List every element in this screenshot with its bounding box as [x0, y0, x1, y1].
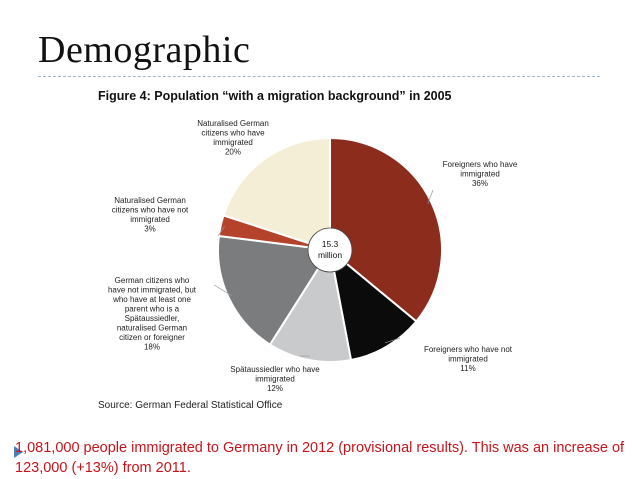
- center-total-value: 15.3: [322, 239, 339, 249]
- bullet-arrow-icon: [14, 446, 23, 458]
- slide-title: Demographic: [38, 29, 251, 71]
- pie-label-naturalised-immigrated: Naturalised German citizens who have immig…: [197, 119, 269, 157]
- leader-line-german-parent-immigrant: [213, 284, 233, 297]
- center-hole: [307, 227, 353, 273]
- pie-label-naturalised-not-immigrated: Naturalised German citizens who have not i…: [112, 196, 189, 234]
- leader-line-foreigners-immigrated: [427, 189, 434, 205]
- pie-slice-spataussiedler: [268, 247, 353, 363]
- pie-slice-naturalised-immigrated: [222, 136, 331, 252]
- figure-title: Figure 4: Population “with a migration b…: [98, 89, 452, 103]
- pie-label-spataussiedler: Spätaussiedler who have immigrated 12%: [230, 365, 320, 393]
- leader-line-naturalised-not-immigrated: [217, 226, 225, 237]
- center-total-unit: million: [318, 250, 342, 260]
- slide-body-text: 1,081,000 people immigrated to Germany i…: [15, 440, 625, 476]
- pie-slice-german-parent-immigrant: [217, 234, 332, 346]
- pie-label-german-parent-immigrant: German citizens who have not immigrated, …: [108, 276, 197, 352]
- pie-slice-foreigners-immigrated: [329, 136, 443, 323]
- pie-label-foreigners-not-immigrated: Foreigners who have not immigrated 11%: [424, 345, 513, 373]
- pie-slice-foreigners-not-immigrated: [328, 247, 418, 362]
- figure-source: Source: German Federal Statistical Offic…: [98, 400, 283, 411]
- title-divider: [38, 76, 600, 77]
- pie-label-foreigners-immigrated: Foreigners who have immigrated 36%: [443, 160, 518, 188]
- leader-line-foreigners-not-immigrated: [384, 337, 401, 344]
